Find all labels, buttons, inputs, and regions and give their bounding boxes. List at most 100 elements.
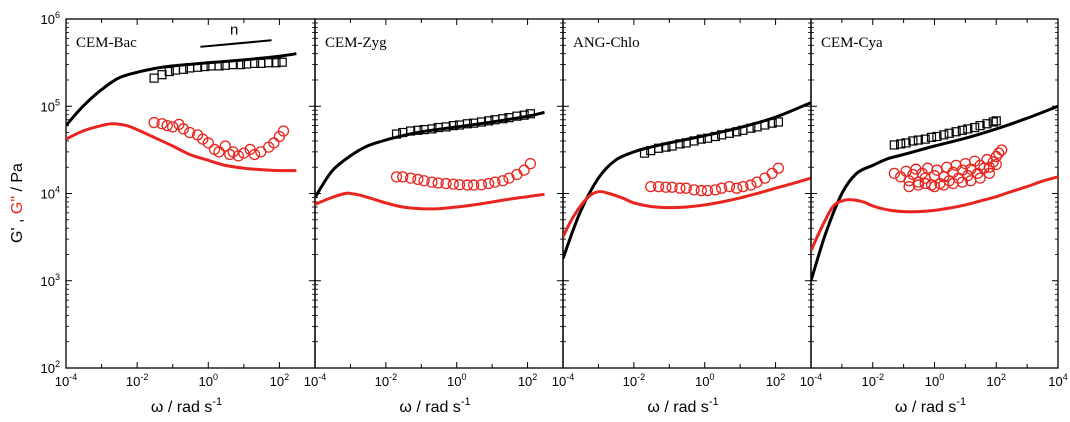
x-tick-label: 102 [987, 372, 1006, 389]
loss-modulus-point [772, 162, 785, 174]
storage-modulus-point [696, 134, 706, 144]
storage-modulus-point [970, 122, 980, 133]
storage-modulus-fit-line [811, 104, 1058, 282]
storage-modulus-point [149, 73, 159, 83]
panel-data [315, 109, 545, 211]
x-axis-label: ω / rad s-1 [647, 396, 718, 416]
x-tick-label: 10-2 [862, 372, 884, 389]
storage-modulus-point [462, 119, 472, 129]
loss-modulus-point [224, 148, 236, 161]
x-tick-label-base: 10 [695, 374, 709, 389]
slope-annotation: n [230, 22, 238, 39]
x-tick-label: 10-2 [623, 372, 645, 389]
loss-modulus-point [177, 123, 190, 135]
loss-modulus-point [467, 179, 480, 191]
y-tick-label-base: 10 [41, 274, 55, 289]
storage-modulus-point [413, 125, 423, 135]
loss-modulus-point [167, 121, 179, 133]
storage-modulus-point [512, 111, 522, 121]
y-tick-label: 104 [41, 185, 60, 202]
storage-modulus-point [982, 119, 992, 129]
x-tick-label: 10-4 [800, 372, 822, 389]
x-axis-label: ω / rad s-1 [151, 396, 222, 416]
loss-modulus-point [268, 137, 280, 149]
x-tick-label: 10-4 [55, 372, 77, 389]
loss-modulus-point [688, 184, 700, 196]
loss-modulus-point [248, 148, 261, 161]
loss-modulus-point [993, 147, 1005, 159]
x-tick-label-base: 10 [925, 374, 939, 389]
x-tick-label-base: 10 [862, 374, 876, 389]
loss-modulus-fit-line [811, 175, 1058, 252]
storage-modulus-point [406, 126, 416, 136]
x-tick-label: 100 [695, 372, 714, 389]
storage-modulus-point [249, 58, 260, 68]
storage-modulus-point [724, 128, 735, 138]
loss-modulus-point [432, 177, 444, 189]
storage-modulus-point [427, 124, 437, 134]
x-tick-label-base: 10 [1048, 374, 1062, 389]
storage-modulus-point [675, 139, 685, 149]
storage-modulus-point [484, 116, 494, 126]
x-tick-label-base: 10 [55, 374, 69, 389]
loss-modulus-point [397, 171, 409, 183]
loss-modulus-point [974, 172, 986, 184]
storage-modulus-point [913, 135, 923, 145]
storage-modulus-point [164, 66, 174, 77]
storage-modulus-point [773, 117, 783, 127]
loss-modulus-fit-line [563, 176, 811, 238]
loss-modulus-point [715, 182, 728, 194]
x-tick-label-exponent: -4 [318, 372, 326, 382]
x-axis-label-text: ω / rad s [647, 399, 708, 416]
x-tick-label-base: 10 [270, 374, 284, 389]
storage-modulus-point [192, 62, 203, 72]
loss-modulus-point [475, 179, 488, 191]
loss-modulus-point [941, 161, 953, 173]
x-tick-label-exponent: -2 [876, 372, 884, 382]
loss-modulus-point [497, 175, 509, 187]
y-tick-label-exponent: 4 [55, 185, 60, 195]
storage-modulus-point [901, 138, 911, 148]
loss-modulus-point [931, 164, 943, 176]
storage-modulus-point [889, 140, 899, 150]
loss-modulus-fit-line [315, 191, 545, 211]
storage-modulus-point [767, 118, 777, 128]
loss-modulus-point [440, 177, 452, 190]
loss-modulus-point [645, 180, 657, 193]
storage-modulus-point [920, 134, 930, 144]
storage-modulus-point [991, 116, 1001, 126]
x-axis-label-exponent: -1 [461, 396, 471, 408]
x-tick-label-exponent: -4 [566, 372, 574, 382]
x-tick-label: 100 [925, 372, 944, 389]
panel-data [563, 101, 811, 260]
panel-data [811, 104, 1058, 282]
x-tick-label-base: 10 [199, 374, 213, 389]
loss-modulus-point [453, 179, 466, 191]
panel-title: CEM-Cya [821, 35, 883, 51]
storage-modulus-fit-line [315, 110, 545, 199]
storage-modulus-point [988, 117, 998, 127]
x-tick-label-exponent: -2 [637, 372, 645, 382]
loss-modulus-point [148, 116, 160, 129]
x-tick-label: 10-2 [375, 372, 397, 389]
y-tick-label-base: 10 [41, 99, 55, 114]
loss-modulus-point [390, 171, 403, 183]
storage-modulus-point [441, 122, 451, 132]
storage-modulus-point [157, 70, 167, 80]
x-tick-label: 102 [766, 372, 785, 389]
storage-modulus-point [951, 127, 961, 137]
x-tick-label-base: 10 [552, 374, 566, 389]
x-tick-label-base: 10 [623, 374, 637, 389]
storage-modulus-point [760, 120, 770, 130]
loss-modulus-point [983, 167, 996, 180]
loss-modulus-point [990, 150, 1002, 163]
loss-modulus-point [680, 182, 692, 194]
storage-modulus-point [689, 136, 699, 146]
loss-modulus-fit-line [66, 122, 297, 173]
x-tick-label-exponent: -2 [140, 372, 148, 382]
loss-modulus-point [232, 150, 244, 162]
panel-frame [810, 18, 1059, 369]
